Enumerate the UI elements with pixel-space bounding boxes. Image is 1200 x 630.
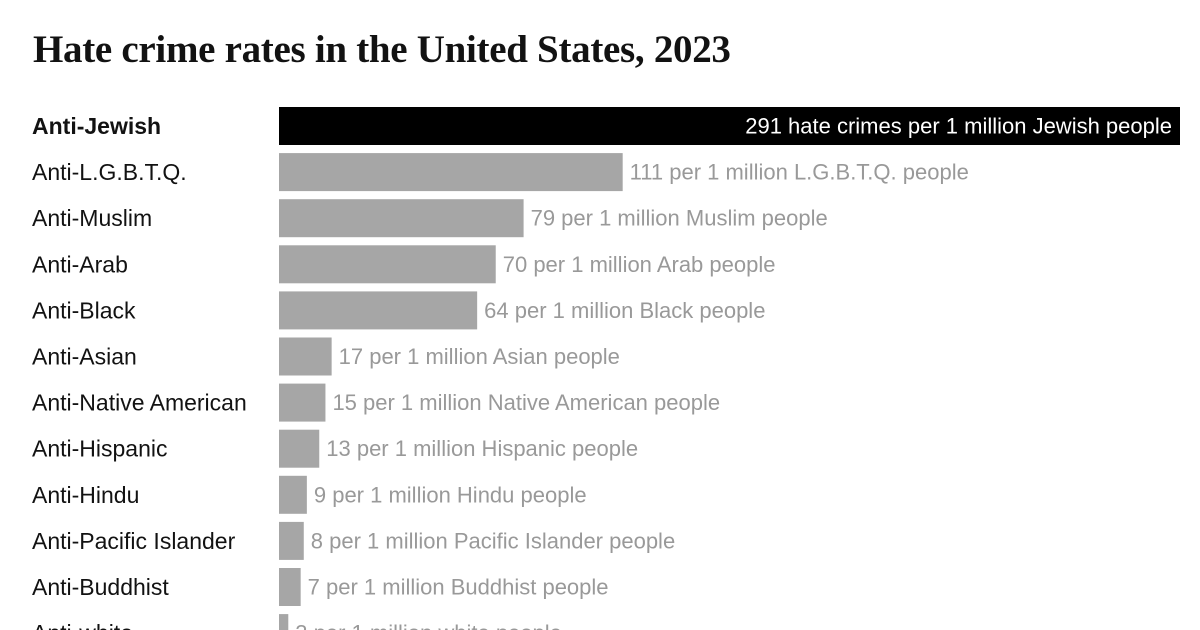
bar-anti-pacific-islander <box>279 521 304 560</box>
value-label-anti-pacific-islander: 8 per 1 million Pacific Islander people <box>311 528 675 553</box>
bar-anti-black <box>279 291 478 330</box>
category-label-anti-hispanic: Anti-Hispanic <box>32 436 168 462</box>
category-label-anti-buddhist: Anti-Buddhist <box>32 574 169 600</box>
category-label-anti-asian: Anti-Asian <box>32 344 137 370</box>
value-label-anti-hindu: 9 per 1 million Hindu people <box>314 482 587 507</box>
bar-anti-hindu <box>279 475 307 514</box>
value-label-anti-jewish: 291 hate crimes per 1 million Jewish peo… <box>745 114 1172 139</box>
value-label-anti-white: 3 per 1 million white people <box>295 621 562 630</box>
value-label-anti-hispanic: 13 per 1 million Hispanic people <box>326 436 638 461</box>
category-label-anti-white: Anti-white <box>32 620 133 630</box>
value-label-anti-arab: 70 per 1 million Arab people <box>503 252 776 277</box>
bar-anti-white <box>279 614 289 630</box>
bar-anti-native-american <box>279 383 326 422</box>
bar-anti-l-g-b-t-q <box>279 153 623 192</box>
category-label-anti-hindu: Anti-Hindu <box>32 482 139 508</box>
bar-anti-asian <box>279 337 332 376</box>
category-label-anti-jewish: Anti-Jewish <box>32 113 161 139</box>
category-label-anti-pacific-islander: Anti-Pacific Islander <box>32 528 236 554</box>
category-label-anti-arab: Anti-Arab <box>32 251 128 277</box>
category-label-anti-muslim: Anti-Muslim <box>32 205 152 231</box>
chart-title: Hate crime rates in the United States, 2… <box>33 28 731 71</box>
bar-anti-muslim <box>279 199 524 238</box>
value-label-anti-l-g-b-t-q: 111 per 1 million L.G.B.T.Q. people <box>630 160 969 185</box>
category-label-anti-native-american: Anti-Native American <box>32 390 247 416</box>
value-label-anti-buddhist: 7 per 1 million Buddhist people <box>308 575 609 600</box>
bar-anti-hispanic <box>279 429 320 468</box>
bar-anti-buddhist <box>279 568 301 606</box>
bar-anti-jewish <box>279 107 1180 145</box>
value-label-anti-muslim: 79 per 1 million Muslim people <box>531 206 828 231</box>
bar-anti-arab <box>279 245 496 284</box>
value-label-anti-asian: 17 per 1 million Asian people <box>339 344 620 369</box>
category-label-anti-l-g-b-t-q: Anti-L.G.B.T.Q. <box>32 159 187 185</box>
value-label-anti-native-american: 15 per 1 million Native American people <box>332 390 720 415</box>
value-label-anti-black: 64 per 1 million Black people <box>484 298 765 323</box>
category-label-anti-black: Anti-Black <box>32 297 136 323</box>
